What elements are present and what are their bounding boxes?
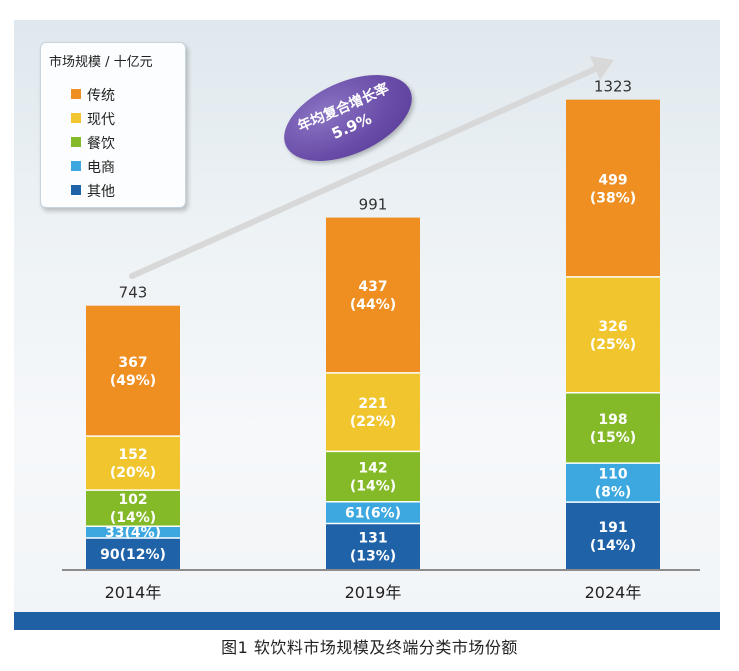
data-label: 33(4%) xyxy=(105,525,161,541)
legend-swatch xyxy=(71,113,81,123)
bar-segment xyxy=(86,436,180,491)
bar-segment xyxy=(86,526,180,539)
legend-swatch xyxy=(71,185,81,195)
bar-segment xyxy=(566,463,660,503)
footer-band xyxy=(14,612,720,630)
data-label: 367 (49%) xyxy=(110,355,156,389)
bar-segment xyxy=(566,99,660,277)
growth-arrow-head xyxy=(590,56,614,80)
legend: 市场规模 / 十亿元 传统 现代 餐饮 电商 其他 xyxy=(40,42,186,208)
bar-segment xyxy=(326,501,420,524)
figure-caption: 图1 软饮料市场规模及终端分类市场份额 xyxy=(221,638,518,657)
x-tick-label: 2014年 xyxy=(105,583,162,602)
legend-label: 传统 xyxy=(87,88,115,104)
bars-layer: 90(12%) 33(4%)102 (14%) 152 (20%) 367 (49%) 743… xyxy=(86,78,660,570)
total-label: 743 xyxy=(119,284,148,302)
bar-segment xyxy=(86,538,180,570)
data-label: 61(6%) xyxy=(345,506,401,522)
data-label: 221 (22%) xyxy=(350,396,396,430)
data-label: 191 (14%) xyxy=(590,520,636,554)
legend-swatch xyxy=(71,89,81,99)
legend-swatch xyxy=(71,137,81,147)
legend-swatch xyxy=(71,161,81,171)
total-label: 1323 xyxy=(594,78,632,96)
x-tick-labels: 2014年 2019年 2024年 xyxy=(105,583,642,602)
data-label: 131 (13%) xyxy=(350,531,396,565)
legend-title: 市场规模 / 十亿元 xyxy=(49,55,153,70)
bar-segment xyxy=(566,276,660,393)
legend-label: 现代 xyxy=(87,112,115,128)
data-label: 142 (14%) xyxy=(350,461,396,495)
data-label: 152 (20%) xyxy=(110,447,156,481)
legend-label: 其他 xyxy=(87,184,115,200)
data-label: 499 (38%) xyxy=(590,172,636,206)
bar-segment xyxy=(566,502,660,570)
data-label: 326 (25%) xyxy=(590,319,636,353)
bar-segment xyxy=(86,490,180,527)
data-label: 90(12%) xyxy=(100,547,166,563)
x-tick-label: 2019年 xyxy=(345,583,402,602)
data-label: 437 (44%) xyxy=(350,279,396,313)
growth-arrow xyxy=(129,63,605,279)
x-tick-label: 2024年 xyxy=(585,583,642,602)
bar-segment xyxy=(326,451,420,502)
legend-label: 电商 xyxy=(87,160,115,176)
bar-segment xyxy=(566,392,660,464)
bar-segment xyxy=(326,372,420,452)
bar-segment xyxy=(326,523,420,570)
data-label: 110 (8%) xyxy=(595,467,632,501)
total-label: 991 xyxy=(359,196,388,214)
bar-segment xyxy=(326,217,420,373)
data-label: 102 (14%) xyxy=(110,492,156,526)
bar-segment xyxy=(86,305,180,437)
legend-label: 餐饮 xyxy=(87,136,115,152)
chart-plot: 90(12%) 33(4%)102 (14%) 152 (20%) 367 (49%) 743… xyxy=(62,56,700,602)
data-label: 198 (15%) xyxy=(590,412,636,446)
